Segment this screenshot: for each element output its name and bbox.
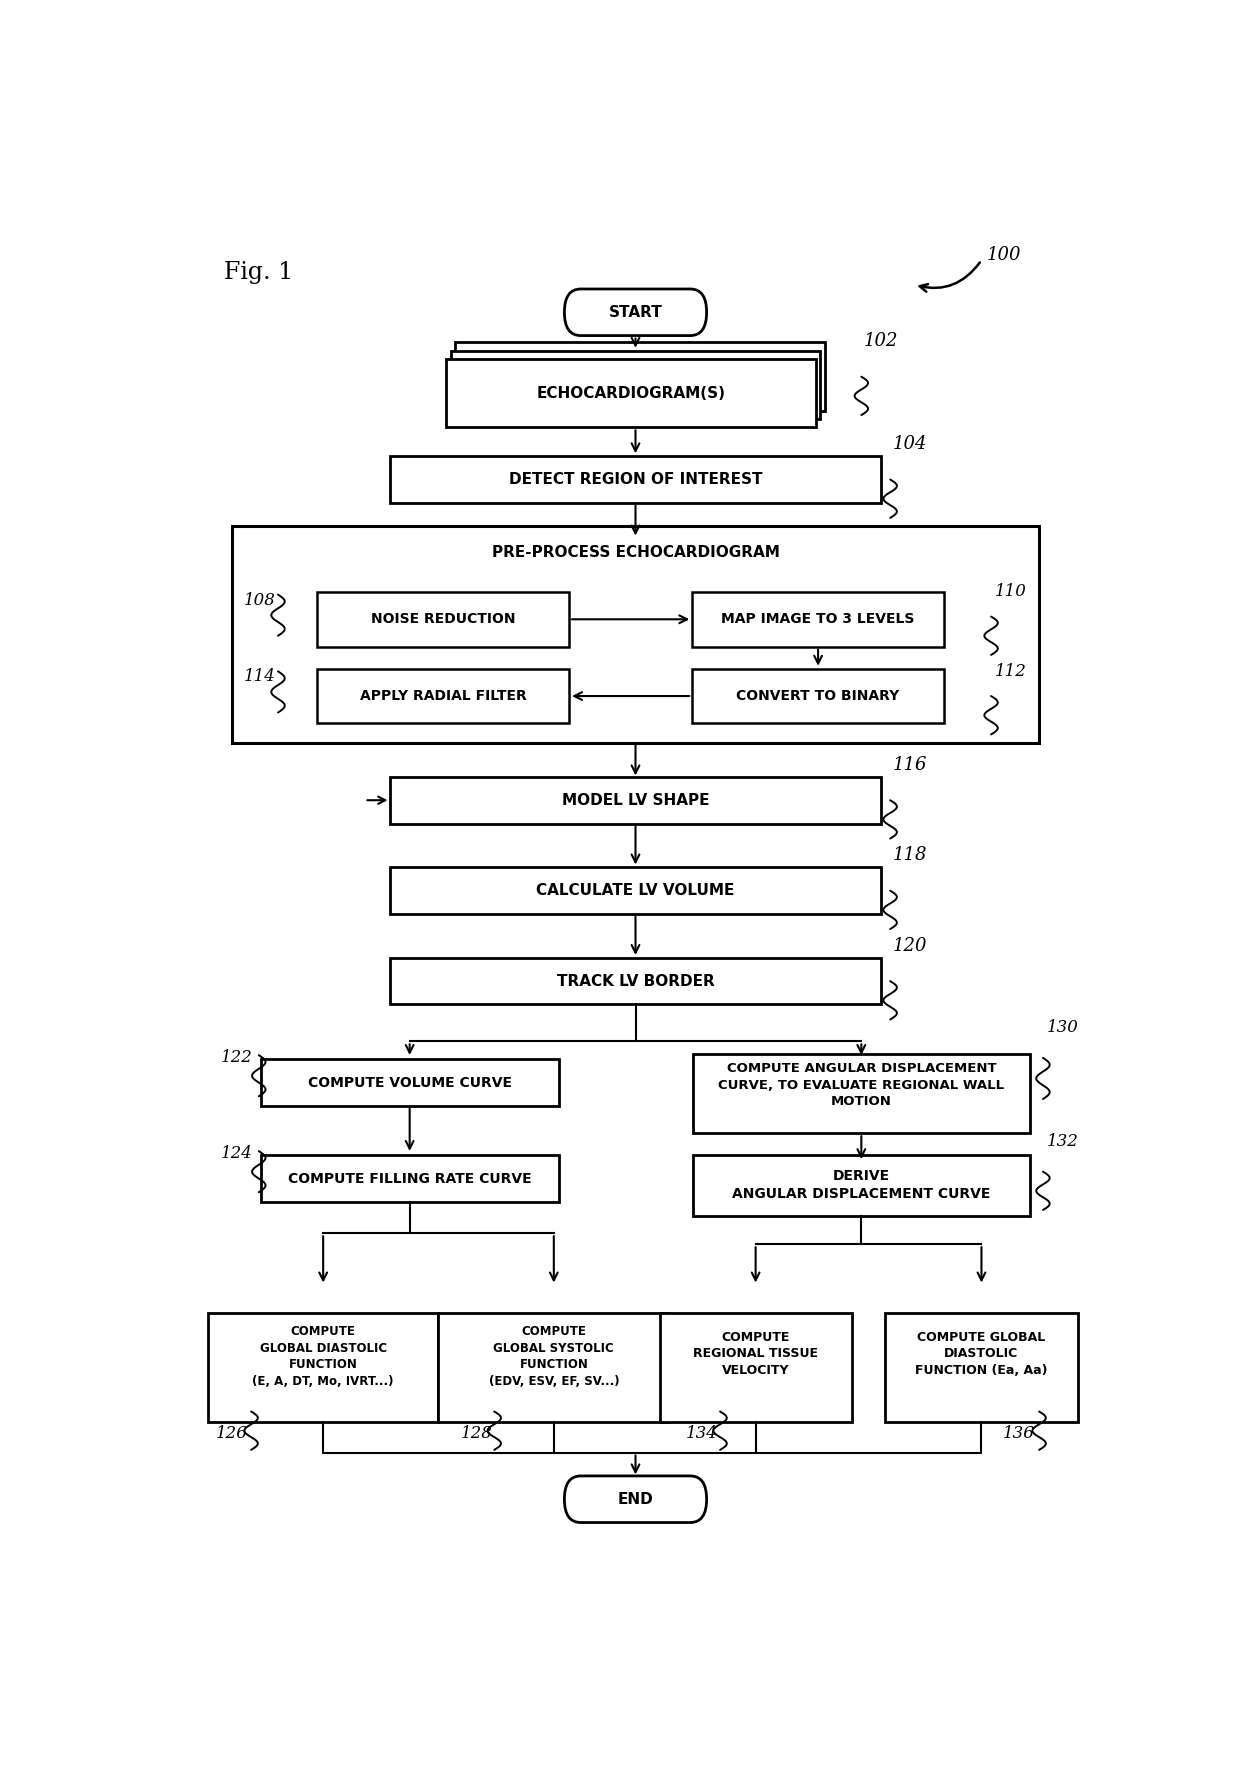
Text: 100: 100 bbox=[986, 246, 1021, 263]
Bar bbox=[391, 456, 880, 502]
Bar bbox=[693, 1155, 1029, 1216]
Text: 130: 130 bbox=[1047, 1020, 1079, 1036]
Bar bbox=[317, 669, 569, 723]
Text: DETECT REGION OF INTEREST: DETECT REGION OF INTEREST bbox=[508, 472, 763, 488]
FancyBboxPatch shape bbox=[564, 1476, 707, 1522]
Text: APPLY RADIAL FILTER: APPLY RADIAL FILTER bbox=[360, 689, 527, 703]
Text: 122: 122 bbox=[221, 1050, 252, 1066]
Text: NOISE REDUCTION: NOISE REDUCTION bbox=[371, 612, 516, 627]
Bar bbox=[693, 1054, 1029, 1134]
Text: 136: 136 bbox=[1003, 1426, 1034, 1442]
Text: START: START bbox=[609, 304, 662, 320]
Text: COMPUTE GLOBAL
DIASTOLIC
FUNCTION (Ea, Aa): COMPUTE GLOBAL DIASTOLIC FUNCTION (Ea, A… bbox=[915, 1331, 1048, 1378]
Text: ECHOCARDIOGRAM(S): ECHOCARDIOGRAM(S) bbox=[536, 386, 725, 400]
Text: 118: 118 bbox=[893, 846, 928, 863]
Text: 104: 104 bbox=[893, 434, 928, 452]
Bar bbox=[660, 1314, 852, 1422]
Bar bbox=[391, 958, 880, 1004]
Text: PRE-PROCESS ECHOCARDIOGRAM: PRE-PROCESS ECHOCARDIOGRAM bbox=[491, 545, 780, 559]
Text: 112: 112 bbox=[994, 662, 1027, 680]
Bar bbox=[391, 776, 880, 824]
FancyBboxPatch shape bbox=[564, 288, 707, 336]
Text: DERIVE
ANGULAR DISPLACEMENT CURVE: DERIVE ANGULAR DISPLACEMENT CURVE bbox=[732, 1169, 991, 1202]
Text: CALCULATE LV VOLUME: CALCULATE LV VOLUME bbox=[537, 883, 734, 899]
Text: 134: 134 bbox=[686, 1426, 718, 1442]
Bar bbox=[455, 342, 826, 411]
Text: COMPUTE FILLING RATE CURVE: COMPUTE FILLING RATE CURVE bbox=[288, 1171, 532, 1185]
Text: TRACK LV BORDER: TRACK LV BORDER bbox=[557, 974, 714, 988]
Text: Fig. 1: Fig. 1 bbox=[224, 262, 294, 285]
Text: 110: 110 bbox=[994, 584, 1027, 600]
Text: 124: 124 bbox=[221, 1145, 252, 1162]
Bar bbox=[317, 593, 569, 646]
Bar bbox=[445, 360, 816, 427]
Text: COMPUTE ANGULAR DISPLACEMENT
CURVE, TO EVALUATE REGIONAL WALL
MOTION: COMPUTE ANGULAR DISPLACEMENT CURVE, TO E… bbox=[718, 1063, 1004, 1109]
Text: COMPUTE
GLOBAL SYSTOLIC
FUNCTION
(EDV, ESV, EF, SV...): COMPUTE GLOBAL SYSTOLIC FUNCTION (EDV, E… bbox=[489, 1326, 619, 1388]
Text: 120: 120 bbox=[893, 936, 928, 954]
Text: 132: 132 bbox=[1047, 1134, 1079, 1150]
Text: 126: 126 bbox=[216, 1426, 248, 1442]
Bar bbox=[450, 351, 821, 418]
Bar bbox=[232, 527, 1039, 742]
Text: END: END bbox=[618, 1492, 653, 1506]
Bar bbox=[692, 669, 944, 723]
Bar bbox=[391, 867, 880, 913]
Bar bbox=[692, 593, 944, 646]
Text: COMPUTE
REGIONAL TISSUE
VELOCITY: COMPUTE REGIONAL TISSUE VELOCITY bbox=[693, 1331, 818, 1378]
Text: MODEL LV SHAPE: MODEL LV SHAPE bbox=[562, 792, 709, 808]
Bar bbox=[439, 1314, 670, 1422]
Text: COMPUTE VOLUME CURVE: COMPUTE VOLUME CURVE bbox=[308, 1075, 512, 1089]
Text: 128: 128 bbox=[460, 1426, 492, 1442]
Bar bbox=[885, 1314, 1078, 1422]
Text: MAP IMAGE TO 3 LEVELS: MAP IMAGE TO 3 LEVELS bbox=[722, 612, 915, 627]
Bar bbox=[260, 1155, 559, 1202]
Bar bbox=[260, 1059, 559, 1105]
Bar bbox=[208, 1314, 439, 1422]
Text: 102: 102 bbox=[864, 333, 899, 351]
Text: 108: 108 bbox=[243, 591, 275, 609]
Text: 116: 116 bbox=[893, 755, 928, 774]
Text: 114: 114 bbox=[243, 668, 275, 685]
Text: CONVERT TO BINARY: CONVERT TO BINARY bbox=[737, 689, 900, 703]
Text: COMPUTE
GLOBAL DIASTOLIC
FUNCTION
(E, A, DT, Mo, IVRT...): COMPUTE GLOBAL DIASTOLIC FUNCTION (E, A,… bbox=[253, 1326, 394, 1388]
